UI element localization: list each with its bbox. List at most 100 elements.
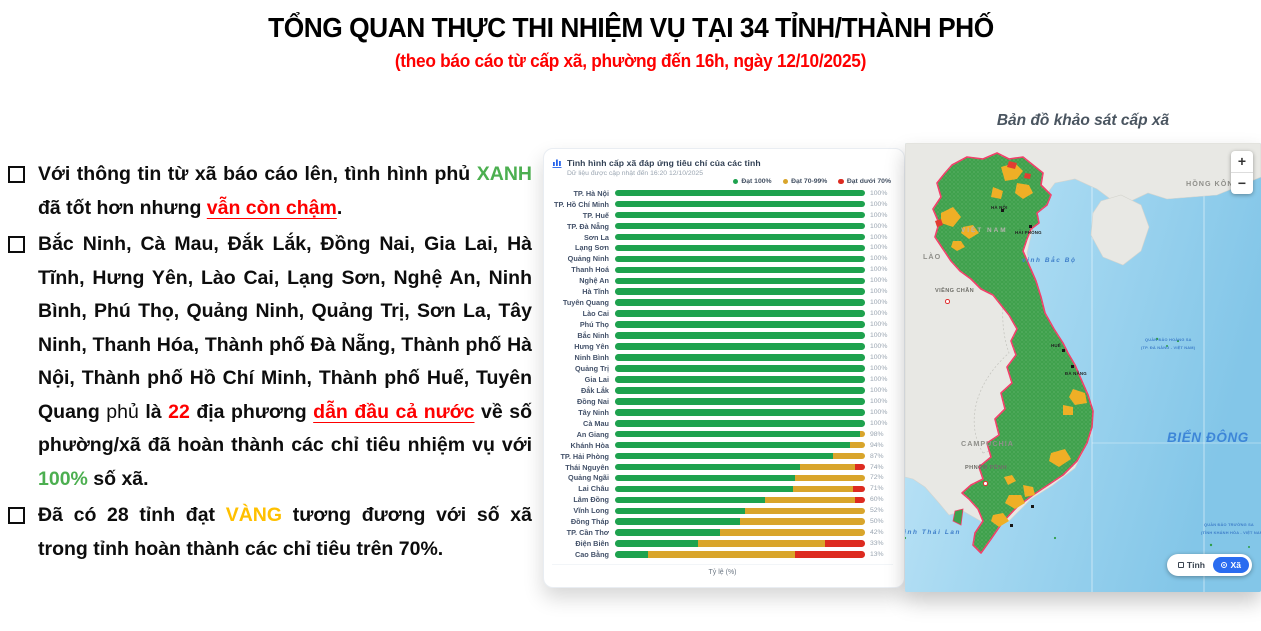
- chart-row: Bắc Ninh 100%: [552, 330, 893, 340]
- text-segment: .: [336, 196, 343, 219]
- map-layer-toggle: Tỉnh Xã: [1166, 554, 1252, 576]
- bar-segment-green: [615, 244, 865, 252]
- province-label: TP. Cần Thơ: [566, 528, 609, 538]
- chart-row: Hưng Yên 100%: [552, 341, 893, 351]
- bar-track: [615, 441, 865, 449]
- bar-segment-red: [795, 551, 865, 558]
- bar-segment-yellow: [792, 485, 853, 493]
- province-label: Hà Tĩnh: [582, 287, 609, 297]
- bar-segment-green: [615, 310, 865, 317]
- chart-row: TP. Hồ Chí Minh 100%: [552, 199, 893, 209]
- bar-segment-yellow: [832, 452, 865, 460]
- province-label: Đồng Nai: [576, 396, 609, 406]
- bar-segment-yellow: [850, 441, 865, 449]
- bar-track: [615, 211, 865, 219]
- legend-label: Đạt 70-99%: [791, 178, 828, 185]
- bar-track: [615, 244, 865, 252]
- bar-track: [615, 408, 865, 416]
- province-value: 100%: [870, 408, 888, 416]
- bar-segment-green: [615, 507, 745, 515]
- bar-track: [615, 452, 865, 460]
- province-value: 100%: [870, 321, 888, 329]
- text-segment: địa phương: [189, 400, 314, 423]
- toggle-commune-button[interactable]: Xã: [1212, 557, 1249, 573]
- chart-row: TP. Hải Phòng 87%: [552, 451, 893, 461]
- toggle-province-button[interactable]: Tỉnh: [1170, 557, 1213, 573]
- bar-segment-green: [615, 398, 865, 405]
- bar-segment-green: [615, 529, 720, 537]
- chart-row: Đồng Nai 100%: [552, 396, 893, 406]
- legend-dot-icon: [732, 178, 739, 185]
- square-bullet-icon: [8, 166, 25, 183]
- zoom-in-button[interactable]: +: [1237, 153, 1247, 169]
- bullet-item: Bắc Ninh, Cà Mau, Đắk Lắk, Đồng Nai, Gia…: [8, 228, 532, 496]
- province-label: Lai Châu: [578, 484, 609, 494]
- province-label: Gia Lai: [584, 374, 609, 384]
- bar-track: [615, 430, 865, 438]
- province-label: Quảng Ngãi: [568, 473, 609, 483]
- map-caption: Bản đồ khảo sát cấp xã: [996, 112, 1170, 129]
- province-label: Khánh Hòa: [570, 440, 609, 450]
- chart-row: Cà Mau 100%: [552, 418, 893, 428]
- bar-chart-icon: [552, 159, 562, 168]
- province-label: Lạng Sơn: [575, 243, 609, 253]
- bar-segment-green: [615, 376, 865, 383]
- province-value: 71%: [870, 485, 884, 493]
- province-label: Đắk Lắk: [581, 385, 609, 395]
- province-label: An Giang: [576, 429, 609, 439]
- chart-row: TP. Cần Thơ 42%: [552, 528, 893, 538]
- chart-row: Đắk Lắk 100%: [552, 385, 893, 395]
- bar-segment-green: [615, 419, 865, 427]
- province-value: 50%: [870, 518, 884, 526]
- bar-segment-yellow: [740, 518, 865, 526]
- bar-track: [615, 299, 865, 307]
- text-segment: Với thông tin từ xã báo cáo lên, tình hì…: [38, 163, 477, 185]
- province-value: 100%: [870, 255, 888, 263]
- bar-track: [615, 540, 865, 547]
- bar-segment-green: [615, 266, 865, 274]
- bar-segment-green: [615, 387, 865, 394]
- province-value: 100%: [870, 375, 888, 383]
- province-value: 100%: [870, 364, 888, 372]
- text-segment: tương đương với số xã trong tỉnh hoàn th…: [38, 504, 532, 560]
- province-value: 60%: [870, 496, 884, 504]
- bar-track: [615, 474, 865, 482]
- bar-segment-yellow: [745, 507, 865, 515]
- bar-track: [615, 310, 865, 317]
- bar-track: [615, 529, 865, 537]
- text-segment: vẫn còn chậm: [206, 196, 337, 219]
- chart-row: Ninh Bình 100%: [552, 352, 893, 362]
- chart-row: Hà Tĩnh 100%: [552, 287, 893, 297]
- chart-legend: Đạt 100% Đạt 70-99% Đạt dưới 70%: [552, 178, 891, 185]
- province-value: 100%: [870, 244, 888, 252]
- province-label: TP. Hải Phòng: [560, 451, 609, 461]
- bar-segment-green: [615, 408, 865, 416]
- chart-row: Điện Biên 33%: [552, 539, 893, 549]
- commune-layer-icon: [1220, 561, 1228, 569]
- chart-row: Cao Bằng 13%: [552, 549, 893, 559]
- province-value: 100%: [870, 310, 888, 318]
- survey-map[interactable]: HỒNG KÔNG VIỆT NAM LÀO VIÊNG CHĂN vịnh Bắc B…: [905, 143, 1261, 592]
- chart-row: Thái Nguyên 74%: [552, 462, 893, 472]
- province-value: 100%: [870, 343, 888, 351]
- bar-segment-yellow: [647, 551, 795, 558]
- province-label: Quảng Ninh: [567, 254, 609, 264]
- bar-segment-green: [615, 463, 800, 471]
- province-label: Điện Biên: [575, 539, 609, 549]
- province-layer-icon: [1177, 562, 1184, 568]
- province-value: 100%: [870, 211, 888, 219]
- bar-segment-green: [615, 441, 850, 449]
- text-segment: là: [145, 400, 169, 423]
- province-value: 100%: [870, 200, 888, 208]
- zoom-out-button[interactable]: −: [1237, 175, 1247, 191]
- bar-segment-yellow: [765, 496, 855, 504]
- province-value: 74%: [870, 463, 884, 471]
- vietnam-map-graphic: [905, 143, 1261, 592]
- province-label: Bắc Ninh: [577, 331, 609, 341]
- legend-label: Đạt 100%: [741, 178, 772, 185]
- province-value: 100%: [870, 353, 888, 361]
- chart-row: TP. Đà Nẵng 100%: [552, 221, 893, 231]
- bar-segment-green: [615, 365, 865, 372]
- bar-segment-green: [615, 332, 865, 339]
- chart-row: Đồng Tháp 50%: [552, 517, 893, 527]
